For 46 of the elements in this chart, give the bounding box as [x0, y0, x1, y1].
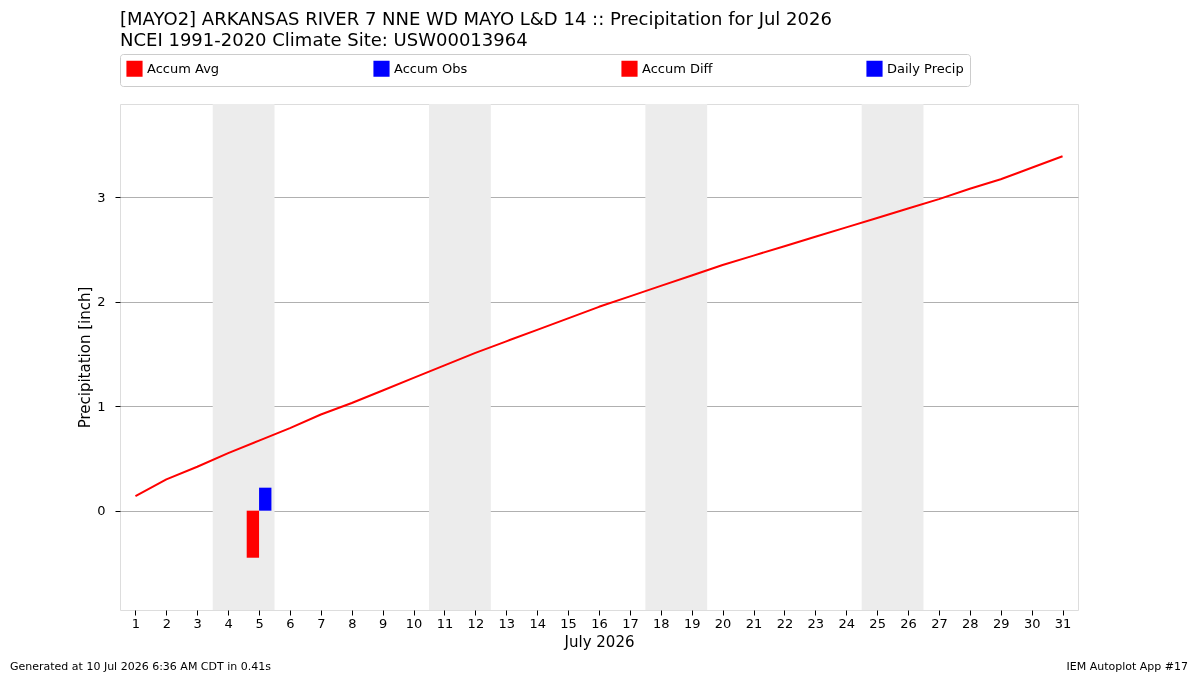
x-tick-label: 15: [560, 615, 577, 631]
legend-label: Accum Obs: [394, 60, 468, 76]
y-tick-label: 1: [97, 398, 106, 414]
x-tick-label: 21: [745, 615, 763, 631]
x-tick-label: 5: [255, 615, 264, 631]
x-axis-title: July 2026: [563, 632, 635, 651]
x-tick-label: 23: [807, 615, 825, 631]
x-tick-label: 30: [1023, 615, 1041, 631]
y-tick-label: 3: [97, 189, 106, 205]
text: Generated at 10 Jul 2026 6:36 AM CDT in 0.41s: [10, 660, 272, 673]
x-tick-label: 11: [436, 615, 454, 631]
x-tick-label: 19: [683, 615, 701, 631]
legend-label: Daily Precip: [887, 60, 964, 76]
x-tick-label: 28: [962, 615, 979, 631]
text: IEM Autoplot App #17: [1066, 660, 1188, 673]
x-tick-label: 29: [992, 615, 1010, 631]
chart-title: [MAYO2] ARKANSAS RIVER 7 NNE WD MAYO L&D 14 :: Precipitation for Jul 2026: [120, 7, 832, 29]
x-tick-label: 27: [931, 615, 948, 631]
x-tick-label: 4: [224, 615, 233, 631]
x-tick-label: 22: [776, 615, 794, 631]
line-series: [134, 155, 1064, 498]
y-tick-label: 0: [97, 503, 106, 519]
x-tick-label: 10: [405, 615, 423, 631]
x-tick-label: 3: [193, 615, 202, 631]
y-tick-label: 2: [97, 294, 106, 310]
x-tick-label: 16: [591, 615, 608, 631]
legend-label: Accum Avg: [147, 60, 220, 76]
x-tick-label: 18: [653, 615, 670, 631]
y-axis-title: Precipitation [inch]: [76, 286, 95, 429]
x-tick-label: 14: [529, 615, 546, 631]
x-tick-label: 31: [1054, 615, 1072, 631]
x-tick-label: 12: [467, 615, 485, 631]
legend-label: Accum Diff: [642, 60, 714, 76]
chart-subtitle: NCEI 1991-2020 Climate Site: USW00013964: [120, 28, 528, 50]
x-tick-label: 2: [162, 615, 171, 631]
x-tick-label: 13: [498, 615, 516, 631]
x-tick-label: 9: [379, 615, 388, 631]
x-tick-label: 6: [286, 615, 295, 631]
x-tick-label: 17: [622, 615, 639, 631]
x-tick-label: 1: [131, 615, 141, 631]
x-tick-label: 25: [869, 615, 886, 631]
x-tick-label: 7: [317, 615, 326, 631]
x-tick-label: 8: [348, 615, 357, 631]
x-tick-label: 20: [714, 615, 732, 631]
x-tick-label: 26: [900, 615, 917, 631]
x-tick-label: 24: [838, 615, 855, 631]
